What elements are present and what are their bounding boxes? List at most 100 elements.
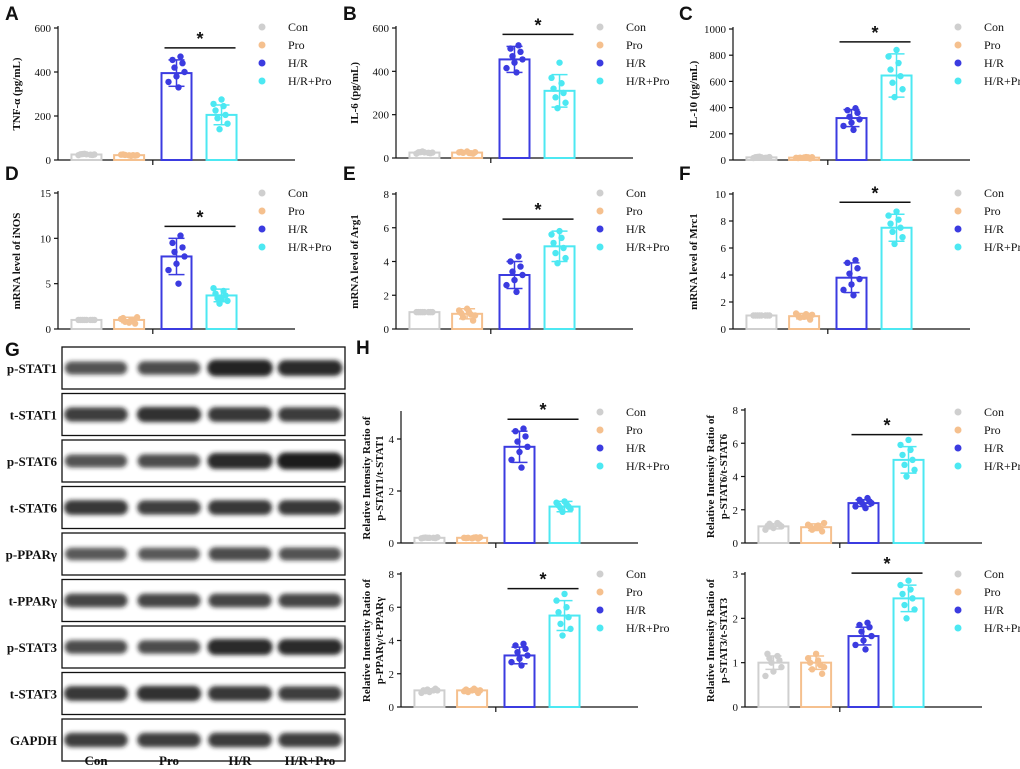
legend-marker — [954, 444, 962, 452]
y-tick-label: 6 — [733, 438, 739, 450]
data-point — [848, 281, 855, 288]
data-point — [850, 292, 857, 299]
panel-label: D — [5, 164, 19, 185]
data-point — [899, 86, 906, 93]
legend-marker — [596, 606, 604, 614]
blot-band — [207, 452, 273, 470]
legend-label: H/R+Pro — [984, 240, 1020, 254]
data-point — [133, 151, 141, 159]
legend-label: H/R — [626, 56, 646, 70]
y-tick-label: 2 — [389, 669, 395, 681]
y-tick-label: 1 — [733, 658, 739, 670]
legend-marker — [258, 23, 266, 31]
y-tick-label: 600 — [35, 23, 52, 35]
data-point — [556, 59, 563, 66]
blot-row-label: GAPDH — [10, 733, 57, 748]
data-point — [774, 652, 781, 660]
y-tick-label: 8 — [384, 189, 390, 201]
y-tick-label: 200 — [710, 129, 727, 141]
panel-label: F — [679, 164, 691, 185]
y-axis-label: p-PPARγ/t-PPARγ — [374, 597, 386, 684]
blot-band — [208, 547, 272, 561]
y-tick-label: 0 — [46, 155, 52, 167]
data-point — [897, 224, 904, 231]
y-tick-label: 0 — [733, 538, 739, 550]
legend-marker — [596, 207, 604, 215]
significance-star: * — [197, 207, 204, 227]
data-point — [552, 249, 559, 257]
blot-band — [64, 454, 128, 468]
lane-label: Con — [84, 753, 108, 768]
western-blot-panel: Gp-STAT1 t-STAT1 p-STAT6 t-STAT6 p-PPARγ t-PP… — [5, 340, 346, 768]
data-point — [762, 154, 769, 161]
data-point — [519, 56, 526, 63]
y-tick-label: 0 — [46, 324, 52, 336]
panel-label: A — [5, 4, 19, 25]
legend-marker — [596, 462, 604, 470]
data-point — [513, 69, 520, 76]
legend-label: Pro — [626, 585, 643, 599]
y-axis-label: Relative Intensity Ratio of — [361, 416, 373, 539]
data-point — [425, 149, 432, 156]
data-point — [846, 113, 853, 120]
legend-label: H/R+Pro — [626, 74, 669, 88]
data-point — [552, 94, 559, 101]
legend-marker — [596, 23, 604, 31]
data-point — [224, 297, 231, 305]
data-point — [554, 259, 561, 267]
legend-marker — [258, 41, 266, 49]
blot-band — [64, 407, 128, 422]
data-point — [430, 687, 437, 694]
y-axis-label: mRNA level of Mrc1 — [688, 213, 700, 310]
data-point — [899, 234, 906, 241]
data-point — [764, 650, 771, 657]
data-point — [420, 687, 427, 694]
data-point — [520, 425, 527, 432]
data-point — [509, 268, 516, 275]
data-point — [518, 464, 525, 471]
legend-label: H/R+Pro — [984, 459, 1020, 473]
legend-label: Con — [626, 567, 646, 581]
data-point — [561, 498, 568, 505]
legend-marker — [596, 570, 604, 578]
data-point — [852, 256, 859, 264]
y-tick-label: 0 — [384, 153, 390, 165]
blot-band — [208, 593, 272, 608]
y-axis-label: Relative Intensity Ratio of — [705, 415, 717, 538]
blot-band — [278, 547, 342, 561]
significance-star: * — [540, 400, 547, 420]
legend-marker — [596, 588, 604, 596]
y-tick-label: 6 — [389, 602, 395, 614]
panel-label: E — [343, 164, 356, 185]
data-point — [804, 655, 812, 662]
chart-f: F 0 2 4 6 8 10 mRNA level of Mrc1 * Con Pro H/R H/R+… — [679, 164, 1020, 336]
data-point — [860, 637, 867, 644]
y-tick-label: 0 — [389, 702, 395, 714]
data-point — [901, 461, 908, 469]
data-point — [856, 621, 863, 629]
data-point — [553, 597, 560, 604]
data-point — [524, 652, 531, 659]
data-point — [889, 79, 896, 86]
data-point — [907, 586, 914, 593]
legend-label: H/R — [288, 222, 308, 236]
y-tick-label: 8 — [389, 569, 395, 581]
y-tick-label: 3 — [733, 569, 739, 581]
legend-label: H/R+Pro — [288, 74, 331, 88]
blot-row-t-ppar-: t-PPARγ — [9, 578, 346, 623]
legend-marker — [596, 243, 604, 251]
data-point — [792, 154, 800, 161]
data-point — [515, 42, 522, 49]
data-point — [468, 535, 476, 542]
legend-marker — [954, 570, 962, 578]
legend-marker — [954, 41, 962, 49]
data-point — [889, 228, 896, 235]
legend-label: Pro — [984, 423, 1001, 437]
data-point — [562, 99, 569, 106]
blot-row-label: p-STAT3 — [7, 640, 58, 655]
data-point — [903, 473, 910, 480]
data-point — [508, 658, 515, 666]
legend-label: Con — [626, 20, 646, 34]
y-tick-label: 4 — [384, 257, 390, 269]
significance-star: * — [884, 416, 891, 436]
